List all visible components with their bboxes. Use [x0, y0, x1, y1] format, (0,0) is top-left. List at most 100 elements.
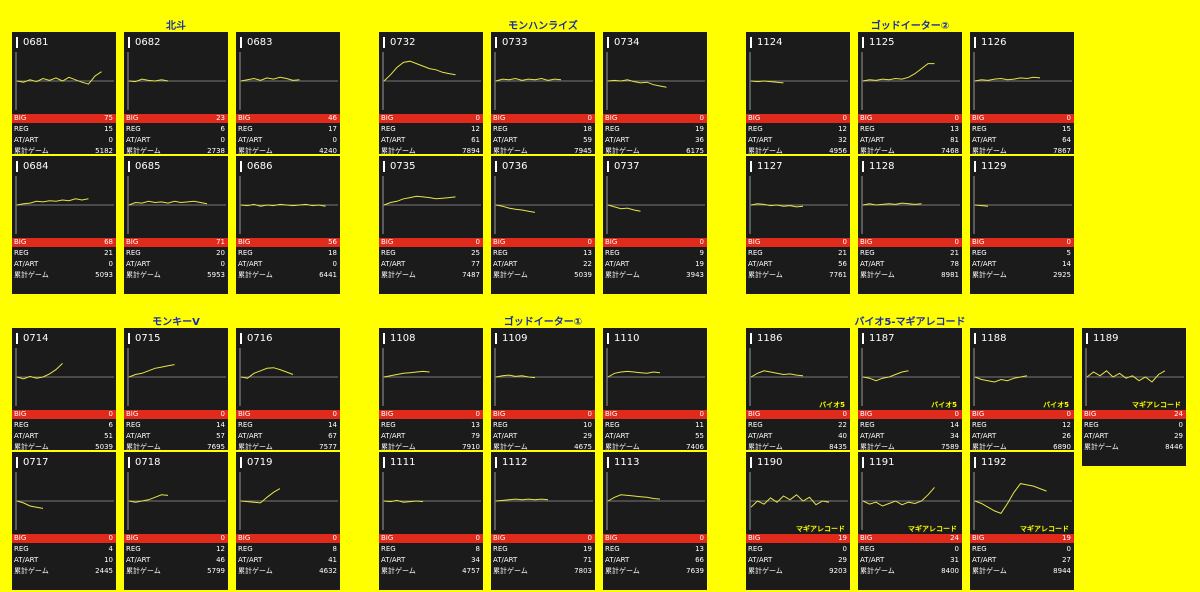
- machine-card[interactable]: 0718 BIG 0 REG 12 AT/ART 46 累計ゲーム 5799: [122, 450, 230, 592]
- machine-card[interactable]: 1127 BIG 0 REG 21 AT/ART 56 累計ゲーム 7761: [744, 154, 852, 296]
- machine-card[interactable]: 0735 BIG 0 REG 25 AT/ART 77 累計ゲーム 7487: [377, 154, 485, 296]
- art-row-value: 57: [216, 432, 225, 440]
- reg-row: REG 22: [746, 421, 850, 430]
- reg-row-value: 13: [583, 249, 592, 257]
- reg-row-label: REG: [381, 421, 396, 429]
- reg-row-value: 14: [950, 421, 959, 429]
- reg-row-label: REG: [126, 545, 141, 553]
- big-row-label: BIG: [381, 410, 394, 418]
- machine-card[interactable]: 0683 BIG 46 REG 17 AT/ART 0 累計ゲーム 4240: [234, 30, 342, 172]
- machine-number: 1186: [750, 333, 782, 344]
- machine-number: 1109: [495, 333, 527, 344]
- machine-number: 1129: [974, 161, 1006, 172]
- games-row-value: 7910: [462, 443, 480, 451]
- games-row-value: 6441: [319, 271, 337, 279]
- games-row-label: 累計ゲーム: [1084, 443, 1119, 451]
- slump-graph: [749, 52, 848, 110]
- big-row: BIG 0: [379, 410, 483, 419]
- machine-card[interactable]: 1186 バイオ5 BIG 0 REG 22 AT/ART 40 累計ゲーム 8435: [744, 326, 852, 468]
- art-row-label: AT/ART: [605, 432, 630, 440]
- games-row-value: 4675: [574, 443, 592, 451]
- machine-card[interactable]: 1109 BIG 0 REG 10 AT/ART 29 累計ゲーム 4675: [489, 326, 597, 468]
- games-row: 累計ゲーム 4240: [236, 147, 340, 156]
- games-row: 累計ゲーム 7867: [970, 147, 1074, 156]
- big-row-value: 0: [108, 534, 113, 542]
- machine-card[interactable]: 1124 BIG 0 REG 12 AT/ART 32 累計ゲーム 4956: [744, 30, 852, 172]
- machine-card[interactable]: 0714 BIG 0 REG 6 AT/ART 51 累計ゲーム 5039: [10, 326, 118, 468]
- machine-card[interactable]: 1189 マギアレコード BIG 24 REG 0 AT/ART 29 累計ゲーム 8446: [1080, 326, 1188, 468]
- reg-row-label: REG: [238, 249, 253, 257]
- machine-card[interactable]: 1111 BIG 0 REG 8 AT/ART 34 累計ゲーム 4757: [377, 450, 485, 592]
- slump-line: [862, 370, 909, 382]
- machine-card[interactable]: 0685 BIG 71 REG 20 AT/ART 0 累計ゲーム 5953: [122, 154, 230, 296]
- machine-card[interactable]: 1190 マギアレコード BIG 19 REG 0 AT/ART 29 累計ゲーム 9203: [744, 450, 852, 592]
- reg-row: REG 0: [1082, 421, 1186, 430]
- machine-card[interactable]: 1187 バイオ5 BIG 0 REG 14 AT/ART 34 累計ゲーム 7589: [856, 326, 964, 468]
- games-row-value: 8446: [1165, 443, 1183, 451]
- machine-number: 0735: [383, 161, 415, 172]
- big-row: BIG 0: [12, 534, 116, 543]
- machine-number: 1126: [974, 37, 1006, 48]
- machine-card[interactable]: 0715 BIG 0 REG 14 AT/ART 57 累計ゲーム 7695: [122, 326, 230, 468]
- games-row: 累計ゲーム 7894: [379, 147, 483, 156]
- machine-card[interactable]: 0733 BIG 0 REG 18 AT/ART 59 累計ゲーム 7945: [489, 30, 597, 172]
- machine-card[interactable]: 1191 マギアレコード BIG 24 REG 0 AT/ART 31 累計ゲーム 8400: [856, 450, 964, 592]
- games-row-label: 累計ゲーム: [381, 567, 416, 575]
- art-row: AT/ART 56: [746, 260, 850, 269]
- machine-card[interactable]: 0719 BIG 0 REG 8 AT/ART 41 累計ゲーム 4632: [234, 450, 342, 592]
- machine-card[interactable]: 1125 BIG 0 REG 13 AT/ART 81 累計ゲーム 7468: [856, 30, 964, 172]
- big-row-label: BIG: [14, 410, 27, 418]
- big-row: BIG 0: [858, 410, 962, 419]
- big-row: BIG 56: [236, 238, 340, 247]
- reg-row-value: 18: [583, 125, 592, 133]
- reg-row-value: 0: [954, 545, 959, 553]
- games-row-label: 累計ゲーム: [126, 567, 161, 575]
- machine-card[interactable]: 0717 BIG 0 REG 4 AT/ART 10 累計ゲーム 2445: [10, 450, 118, 592]
- machine-card[interactable]: 1126 BIG 0 REG 15 AT/ART 64 累計ゲーム 7867: [968, 30, 1076, 172]
- machine-card[interactable]: 1108 BIG 0 REG 13 AT/ART 79 累計ゲーム 7910: [377, 326, 485, 468]
- reg-row: REG 21: [858, 249, 962, 258]
- big-row-label: BIG: [972, 410, 985, 418]
- games-row-label: 累計ゲーム: [748, 443, 783, 451]
- art-row-value: 66: [695, 556, 704, 564]
- big-row-label: BIG: [748, 534, 761, 542]
- machine-card[interactable]: 0682 BIG 23 REG 6 AT/ART 0 累計ゲーム 2738: [122, 30, 230, 172]
- art-row: AT/ART 29: [746, 556, 850, 565]
- machine-card[interactable]: 0684 BIG 68 REG 21 AT/ART 0 累計ゲーム 5093: [10, 154, 118, 296]
- machine-number: 1112: [495, 457, 527, 468]
- art-row-value: 36: [695, 136, 704, 144]
- machine-card[interactable]: 1128 BIG 0 REG 21 AT/ART 78 累計ゲーム 8981: [856, 154, 964, 296]
- big-row: BIG 0: [603, 114, 707, 123]
- machine-card[interactable]: 1112 BIG 0 REG 19 AT/ART 71 累計ゲーム 7803: [489, 450, 597, 592]
- art-row: AT/ART 40: [746, 432, 850, 441]
- machine-card[interactable]: 0736 BIG 0 REG 13 AT/ART 22 累計ゲーム 5039: [489, 154, 597, 296]
- machine-card[interactable]: 1113 BIG 0 REG 13 AT/ART 66 累計ゲーム 7639: [601, 450, 709, 592]
- machine-card[interactable]: 1110 BIG 0 REG 11 AT/ART 55 累計ゲーム 7406: [601, 326, 709, 468]
- big-row-label: BIG: [238, 410, 251, 418]
- art-row: AT/ART 81: [858, 136, 962, 145]
- machine-card[interactable]: 1188 バイオ5 BIG 0 REG 12 AT/ART 26 累計ゲーム 6890: [968, 326, 1076, 468]
- machine-card[interactable]: 0686 BIG 56 REG 18 AT/ART 0 累計ゲーム 6441: [234, 154, 342, 296]
- games-row: 累計ゲーム 8446: [1082, 443, 1186, 452]
- art-row-label: AT/ART: [126, 556, 151, 564]
- games-row-label: 累計ゲーム: [972, 271, 1007, 279]
- art-row: AT/ART 27: [970, 556, 1074, 565]
- art-row-label: AT/ART: [14, 432, 39, 440]
- machine-card[interactable]: 1129 BIG 0 REG 5 AT/ART 14 累計ゲーム 2925: [968, 154, 1076, 296]
- games-row-value: 2925: [1053, 271, 1071, 279]
- slump-line: [495, 374, 536, 379]
- big-row: BIG 0: [970, 410, 1074, 419]
- slump-line: [750, 370, 804, 378]
- games-row: 累計ゲーム 4956: [746, 147, 850, 156]
- machine-card[interactable]: 0734 BIG 0 REG 19 AT/ART 36 累計ゲーム 6175: [601, 30, 709, 172]
- machine-card[interactable]: 1192 マギアレコード BIG 19 REG 0 AT/ART 27 累計ゲーム 8944: [968, 450, 1076, 592]
- machine-card[interactable]: 0732 BIG 0 REG 12 AT/ART 61 累計ゲーム 7894: [377, 30, 485, 172]
- games-row-label: 累計ゲーム: [126, 271, 161, 279]
- reg-row-value: 8: [332, 545, 337, 553]
- machine-card[interactable]: 0737 BIG 0 REG 9 AT/ART 19 累計ゲーム 3943: [601, 154, 709, 296]
- art-row-label: AT/ART: [381, 136, 406, 144]
- art-row-label: AT/ART: [14, 556, 39, 564]
- machine-card[interactable]: 0681 BIG 75 REG 15 AT/ART 0 累計ゲーム 5182: [10, 30, 118, 172]
- slump-graph: [15, 472, 114, 530]
- machine-card[interactable]: 0716 BIG 0 REG 14 AT/ART 67 累計ゲーム 7577: [234, 326, 342, 468]
